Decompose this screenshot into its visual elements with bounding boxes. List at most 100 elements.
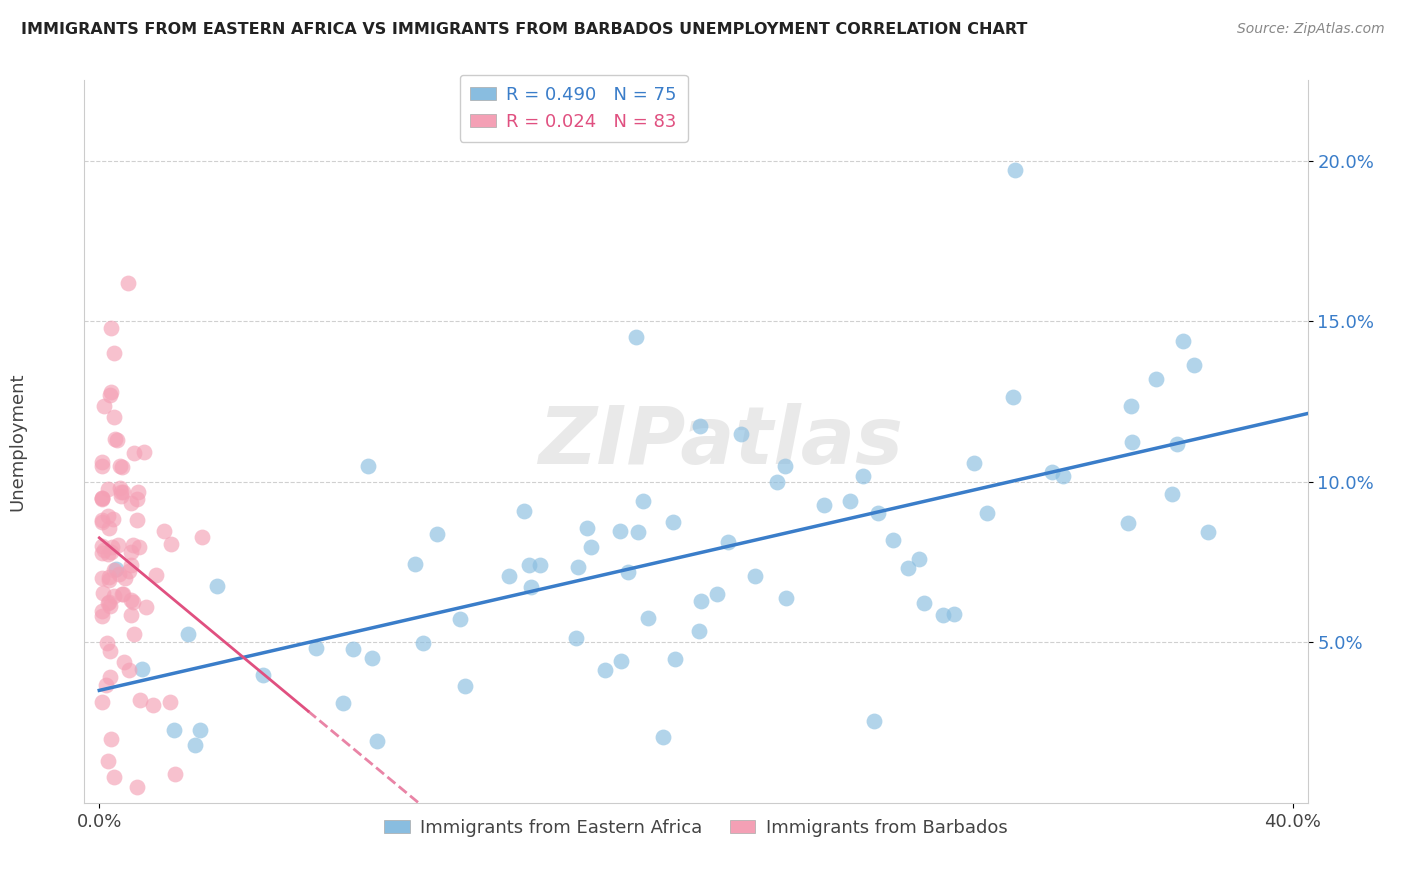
Point [96,635,118,649]
Point [97,596,120,610]
Point [868,506,890,520]
Point [114,571,136,585]
Point [517,558,540,572]
Point [177,627,200,641]
Point [942,607,965,622]
Point [91,515,114,529]
Point [152,524,174,538]
Point [360,651,382,665]
Point [120,558,142,572]
Point [404,557,426,571]
Point [1121,399,1143,413]
Point [129,693,152,707]
Point [454,679,477,693]
Point [188,723,211,737]
Text: Source: ZipAtlas.com: Source: ZipAtlas.com [1237,22,1385,37]
Point [142,698,165,712]
Point [342,642,364,657]
Text: Unemployment: Unemployment [8,372,27,511]
Point [1052,468,1074,483]
Point [134,445,156,459]
Point [662,515,685,529]
Point [652,730,675,744]
Point [91,539,114,553]
Point [98,388,121,402]
Point [575,521,598,535]
Point [98,671,121,685]
Point [520,580,543,594]
Point [1144,372,1167,386]
Point [610,654,633,668]
Point [108,566,131,581]
Point [91,604,114,618]
Point [426,527,449,541]
Point [100,545,122,559]
Point [125,513,148,527]
Point [111,460,134,475]
Point [512,504,534,518]
Point [104,432,127,446]
Point [124,626,146,640]
Point [252,667,274,681]
Point [104,562,127,576]
Point [120,593,142,607]
Legend: Immigrants from Eastern Africa, Immigrants from Barbados: Immigrants from Eastern Africa, Immigran… [377,812,1015,845]
Point [1182,359,1205,373]
Point [449,612,471,626]
Point [103,770,125,784]
Point [305,641,328,656]
Point [1160,487,1182,501]
Point [332,696,354,710]
Point [357,458,380,473]
Point [91,491,114,506]
Point [91,458,114,473]
Point [127,780,149,794]
Point [717,535,740,549]
Point [120,607,142,622]
Point [191,530,214,544]
Point [103,590,125,604]
Point [882,533,904,547]
Point [162,723,184,737]
Point [93,400,115,414]
Point [91,491,114,506]
Point [976,507,998,521]
Point [766,475,789,490]
Point [565,631,588,645]
Point [97,754,120,768]
Point [93,586,115,600]
Point [91,695,114,709]
Point [117,276,139,290]
Point [91,455,114,469]
Point [118,664,141,678]
Point [111,587,134,601]
Point [135,600,157,615]
Point [581,540,603,554]
Point [775,591,797,606]
Point [184,738,207,752]
Point [122,446,145,460]
Point [118,564,141,578]
Point [128,540,150,554]
Point [107,538,129,552]
Point [100,384,122,399]
Point [97,482,120,496]
Point [110,489,132,503]
Point [159,695,181,709]
Point [912,596,935,610]
Point [775,458,797,473]
Point [100,731,122,746]
Point [609,524,631,538]
Point [1173,334,1195,348]
Point [593,663,616,677]
Point [120,544,142,558]
Point [637,611,659,625]
Point [97,509,120,524]
Point [626,525,648,540]
Point [706,587,728,601]
Point [98,644,121,658]
Point [110,484,132,499]
Point [664,652,686,666]
Point [100,541,122,555]
Point [93,543,115,558]
